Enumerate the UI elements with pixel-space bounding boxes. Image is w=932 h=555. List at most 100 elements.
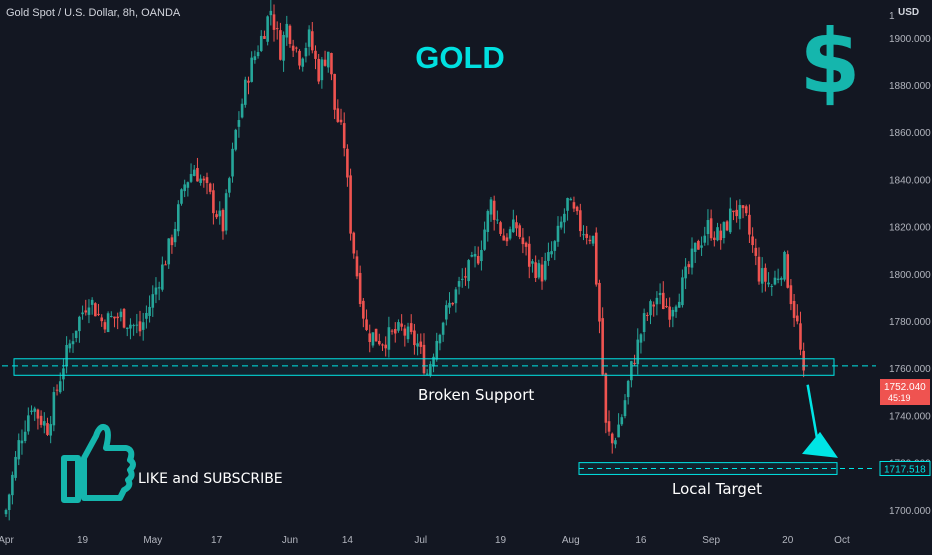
candle-body (406, 326, 410, 340)
candle (760, 257, 764, 293)
x-tick-label: 17 (211, 535, 223, 546)
candle-body (649, 301, 652, 316)
candle (652, 301, 656, 317)
candle (588, 235, 592, 245)
candle-body (553, 241, 557, 251)
candle-body (384, 344, 387, 349)
candle (751, 227, 754, 253)
candle-body (20, 440, 24, 444)
candle-body (106, 313, 110, 333)
candle (295, 46, 298, 53)
candle (783, 250, 786, 282)
candle-body (467, 260, 470, 282)
candle (90, 297, 94, 315)
candle-body (690, 248, 694, 268)
candle (275, 21, 279, 40)
candle-body (671, 309, 675, 317)
candle-body (556, 225, 560, 242)
candle (697, 239, 700, 250)
candle-body (221, 209, 225, 232)
candle (406, 322, 410, 343)
candle-body (263, 36, 266, 39)
candle (642, 308, 646, 342)
candle (531, 259, 534, 273)
candle-body (119, 311, 123, 318)
support-zone-box (13, 358, 835, 376)
candle-body (62, 368, 65, 380)
candle (397, 319, 400, 333)
y-tick-label: 1740.000 (889, 411, 931, 422)
candle (502, 228, 506, 241)
candle (355, 250, 359, 280)
candle (42, 412, 46, 434)
candle-body (409, 323, 413, 332)
candle (486, 209, 490, 242)
candle-body (646, 315, 649, 317)
candle-body (259, 35, 263, 51)
candle-body (202, 178, 206, 181)
current-price-label: 1752.040 (884, 382, 926, 393)
candle (116, 312, 119, 330)
candle-body (346, 148, 349, 178)
candle (314, 45, 317, 70)
candle (151, 285, 155, 317)
currency-badge[interactable]: USD (895, 6, 923, 19)
candle-body (537, 263, 541, 278)
candle-body (243, 79, 247, 105)
candle (713, 231, 716, 247)
candle (773, 270, 777, 286)
candle-body (145, 312, 148, 319)
candle (320, 56, 324, 89)
candle-body (419, 341, 423, 347)
candle (94, 302, 97, 317)
x-tick-label: 14 (342, 535, 354, 546)
candle (601, 307, 604, 376)
candle-body (180, 189, 183, 204)
candle-body (288, 25, 292, 44)
candle-body (387, 327, 391, 350)
candle-body (94, 303, 97, 317)
candle-body (559, 221, 563, 228)
candle (52, 386, 56, 432)
candle (425, 369, 429, 376)
candle (795, 304, 799, 325)
candle-body (39, 415, 43, 425)
candle (4, 508, 8, 518)
candle-body (199, 178, 202, 183)
candle-body (336, 108, 340, 122)
candle (473, 246, 477, 268)
candle-body (728, 208, 732, 233)
candle (703, 226, 707, 246)
candle-body (543, 260, 547, 280)
candle-body (744, 206, 748, 214)
candle (192, 165, 196, 177)
symbol-title[interactable]: Gold Spot / U.S. Dollar, 8h, OANDA (6, 7, 181, 19)
chart-headline: GOLD (415, 40, 505, 75)
candle-body (52, 392, 56, 426)
candle (438, 333, 442, 351)
candle (148, 295, 151, 323)
candle-body (390, 330, 394, 332)
candle (221, 208, 225, 240)
target-arrow-shaft (806, 384, 820, 445)
candle (709, 209, 713, 241)
candle (132, 323, 135, 336)
candle (569, 197, 573, 201)
candle-body (681, 277, 684, 306)
candle (164, 260, 167, 266)
candle-body (480, 250, 483, 262)
candle-body (760, 268, 764, 284)
candle (409, 314, 413, 335)
candle (62, 358, 65, 391)
candle (400, 314, 403, 331)
candle (690, 237, 694, 275)
candle (732, 210, 735, 221)
y-tick-label: 1780.000 (889, 317, 931, 328)
candle-body (732, 210, 735, 213)
candle-body (157, 287, 161, 289)
candle (591, 235, 595, 247)
candle-body (588, 239, 592, 242)
candle-body (371, 332, 375, 346)
